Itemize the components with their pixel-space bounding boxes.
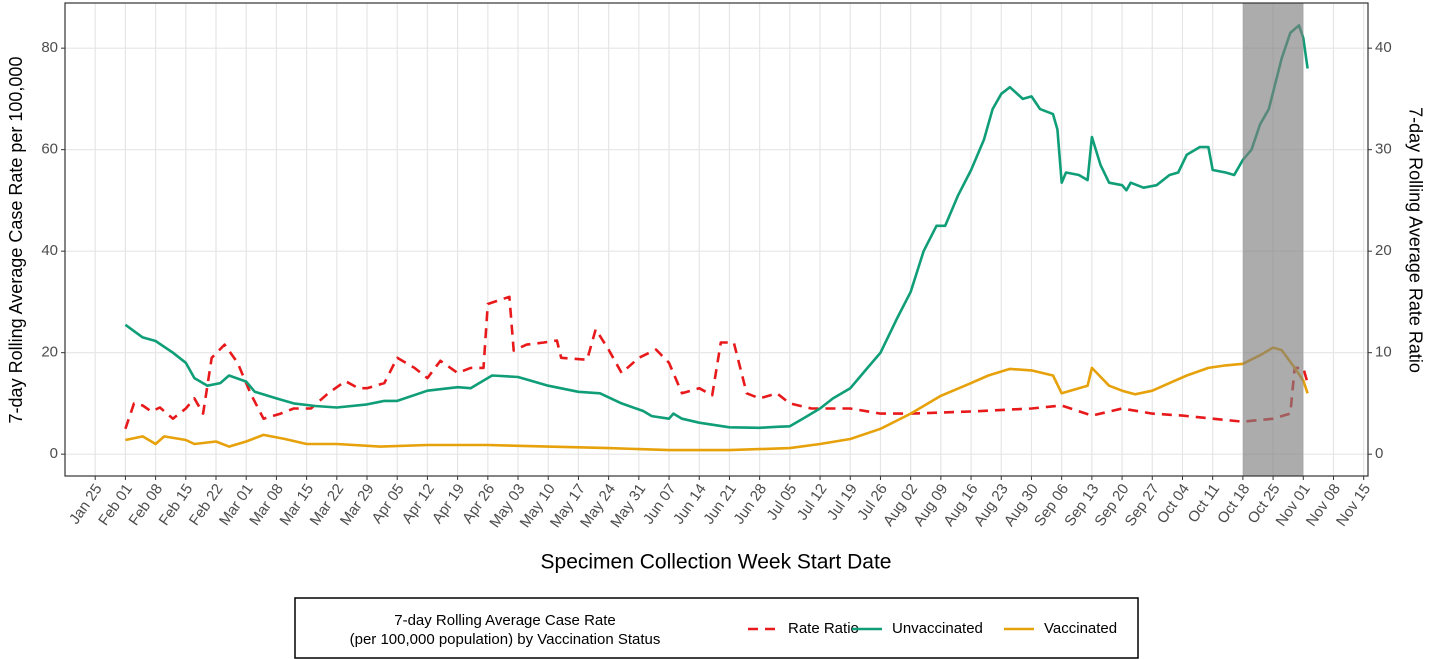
legend-label: Unvaccinated	[892, 620, 983, 637]
y2-tick-label: 10	[1375, 344, 1392, 361]
plot-border	[64, 2, 1369, 477]
y-tick-label: 60	[41, 141, 58, 158]
y2-tick-label: 40	[1375, 39, 1392, 56]
y-tick-label: 80	[41, 39, 58, 56]
legend-label: Vaccinated	[1044, 620, 1117, 637]
plot-panel	[65, 3, 1368, 476]
y-axis-title: 7-day Rolling Average Case Rate per 100,…	[6, 57, 26, 424]
shaded-region	[1242, 3, 1304, 476]
legend-box	[294, 597, 1139, 659]
legend-title: 7-day Rolling Average Case Rate	[394, 612, 616, 629]
legend-label: Rate Ratio	[788, 620, 859, 637]
y2-tick-label: 30	[1375, 141, 1392, 158]
legend-title: (per 100,000 population) by Vaccination …	[350, 631, 661, 648]
series-line	[124, 24, 1309, 430]
y2-axis-title: 7-day Rolling Average Rate Ratio	[1405, 107, 1425, 373]
y-tick-label: 20	[41, 344, 58, 361]
y-tick-label: 40	[41, 242, 58, 259]
y-tick-label: 0	[50, 445, 58, 462]
x-axis-title: Specimen Collection Week Start Date	[541, 551, 892, 574]
y2-tick-label: 20	[1375, 242, 1392, 259]
y2-tick-label: 0	[1375, 445, 1383, 462]
series-line	[125, 346, 1309, 452]
series-line	[124, 295, 1309, 430]
